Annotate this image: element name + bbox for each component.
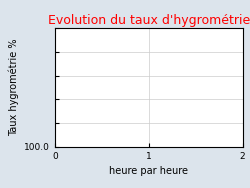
- X-axis label: heure par heure: heure par heure: [109, 166, 188, 176]
- Title: Evolution du taux d'hygrométrie: Evolution du taux d'hygrométrie: [48, 14, 250, 27]
- Y-axis label: Taux hygrométrie %: Taux hygrométrie %: [8, 39, 19, 136]
